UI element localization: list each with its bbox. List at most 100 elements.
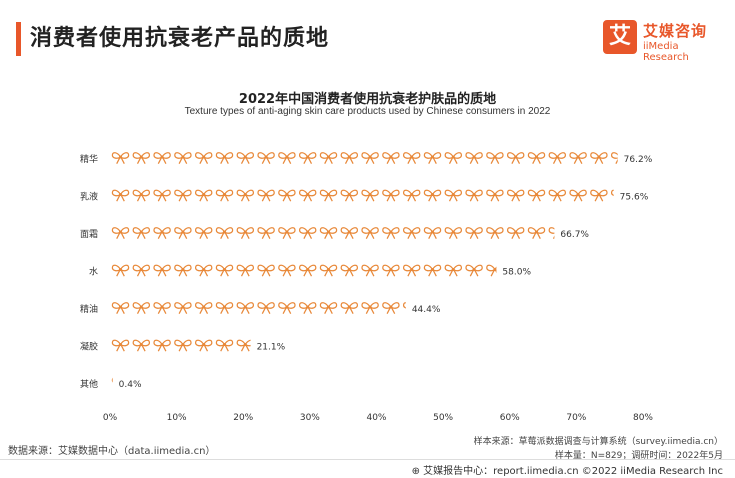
- bow-icon: [278, 189, 296, 202]
- bow-icon: [236, 189, 255, 202]
- bow-icon: [298, 227, 317, 240]
- bow-icon: [382, 227, 400, 240]
- page-title: 消费者使用抗衰老产品的质地: [30, 26, 330, 51]
- bow-icon: [174, 152, 192, 165]
- bow-icon: [465, 264, 483, 277]
- bow-icon: [486, 189, 504, 202]
- bow-icon: [466, 303, 482, 314]
- bow-icon: [257, 302, 275, 315]
- chart-title: 2022年中国消费者使用抗衰老护肤品的质地: [238, 92, 497, 107]
- bow-icon: [674, 153, 690, 164]
- bow-icon: [382, 264, 400, 277]
- bow-icon: [716, 153, 732, 164]
- bow-icon: [444, 152, 463, 165]
- bow-icon: [257, 264, 275, 277]
- bow-icon: [340, 302, 359, 315]
- bow-icon: [486, 152, 504, 165]
- bow-icon: [215, 339, 234, 352]
- bow-icon: [153, 189, 171, 202]
- bow-icon: [236, 264, 255, 277]
- bow-icon: [695, 190, 711, 201]
- x-tick-label: 30%: [300, 413, 320, 423]
- bow-icon: [402, 227, 421, 240]
- bow-icon: [194, 264, 213, 277]
- bow-icon: [423, 227, 442, 240]
- bow-icon: [653, 153, 669, 164]
- bow-icon: [549, 265, 565, 276]
- bow-icon: [111, 264, 130, 277]
- title-accent-bar: [16, 22, 21, 56]
- bow-icon: [548, 152, 567, 165]
- bow-icon: [153, 339, 171, 352]
- bow-icon: [174, 264, 192, 277]
- bow-icon: [215, 264, 234, 277]
- bow-icon: [132, 264, 151, 277]
- bow-icon: [361, 227, 379, 240]
- bow-icon: [527, 227, 546, 240]
- bow-icon: [569, 189, 587, 202]
- bow-icon: [194, 227, 213, 240]
- bow-icon: [570, 265, 586, 276]
- bow-icon: [361, 264, 379, 277]
- data-label: 76.2%: [624, 155, 653, 165]
- bow-icon: [153, 264, 171, 277]
- x-tick-label: 10%: [167, 413, 187, 423]
- bow-icon: [444, 189, 463, 202]
- bow-icon: [319, 302, 338, 315]
- bow-icon: [465, 189, 483, 202]
- sample-source: 样本来源：草莓派数据调查与计算系统（survey.iimedia.cn）: [473, 437, 723, 447]
- bow-icon: [402, 152, 421, 165]
- bow-icon: [591, 228, 607, 239]
- bow-icon: [591, 265, 607, 276]
- bow-icon: [361, 302, 379, 315]
- bow-icon: [215, 189, 234, 202]
- category-label: 其他: [80, 378, 98, 390]
- logo-cn-text: 艾媒咨询: [643, 22, 708, 40]
- category-label: 乳液: [80, 191, 98, 203]
- bow-icon: [590, 189, 608, 202]
- bow-icon: [632, 228, 648, 239]
- bow-icon: [298, 189, 317, 202]
- bow-icon: [132, 339, 151, 352]
- bow-icon: [445, 303, 461, 314]
- bow-icon: [257, 227, 275, 240]
- category-label: 凝胶: [80, 341, 98, 353]
- bow-icon: [716, 190, 732, 201]
- data-label: 58.0%: [502, 268, 531, 278]
- bow-icon: [340, 264, 359, 277]
- data-source: 数据来源：艾媒数据中心（data.iimedia.cn）: [8, 446, 216, 457]
- x-tick-label: 40%: [366, 413, 386, 423]
- bow-icon: [695, 153, 711, 164]
- category-label: 面霜: [80, 229, 98, 240]
- bow-icon: [506, 189, 525, 202]
- bow-icon: [548, 189, 567, 202]
- bow-icon: [319, 227, 338, 240]
- bow-icon: [465, 152, 483, 165]
- bow-icon: [194, 189, 213, 202]
- bow-icon: [382, 302, 400, 315]
- bow-icon: [486, 264, 497, 277]
- category-label: 精油: [80, 303, 98, 315]
- bow-icon: [527, 189, 546, 202]
- x-tick-label: 60%: [500, 413, 520, 423]
- bow-icon: [174, 227, 192, 240]
- bow-icon: [257, 189, 275, 202]
- bow-icon: [465, 227, 483, 240]
- bow-icon: [111, 152, 130, 165]
- bow-icon: [132, 189, 151, 202]
- bow-icon: [382, 152, 400, 165]
- data-label: 75.6%: [620, 193, 649, 203]
- x-tick-label: 20%: [233, 413, 253, 423]
- bow-icon: [319, 264, 338, 277]
- bow-icon: [444, 264, 463, 277]
- bow-icon: [361, 189, 379, 202]
- bow-icon: [423, 189, 442, 202]
- chart-subtitle: Texture types of anti-aging skin care pr…: [184, 106, 551, 117]
- bow-icon: [215, 302, 234, 315]
- bow-icon: [278, 302, 296, 315]
- bow-icon: [423, 152, 442, 165]
- bow-icon: [236, 152, 255, 165]
- bow-icon: [153, 227, 171, 240]
